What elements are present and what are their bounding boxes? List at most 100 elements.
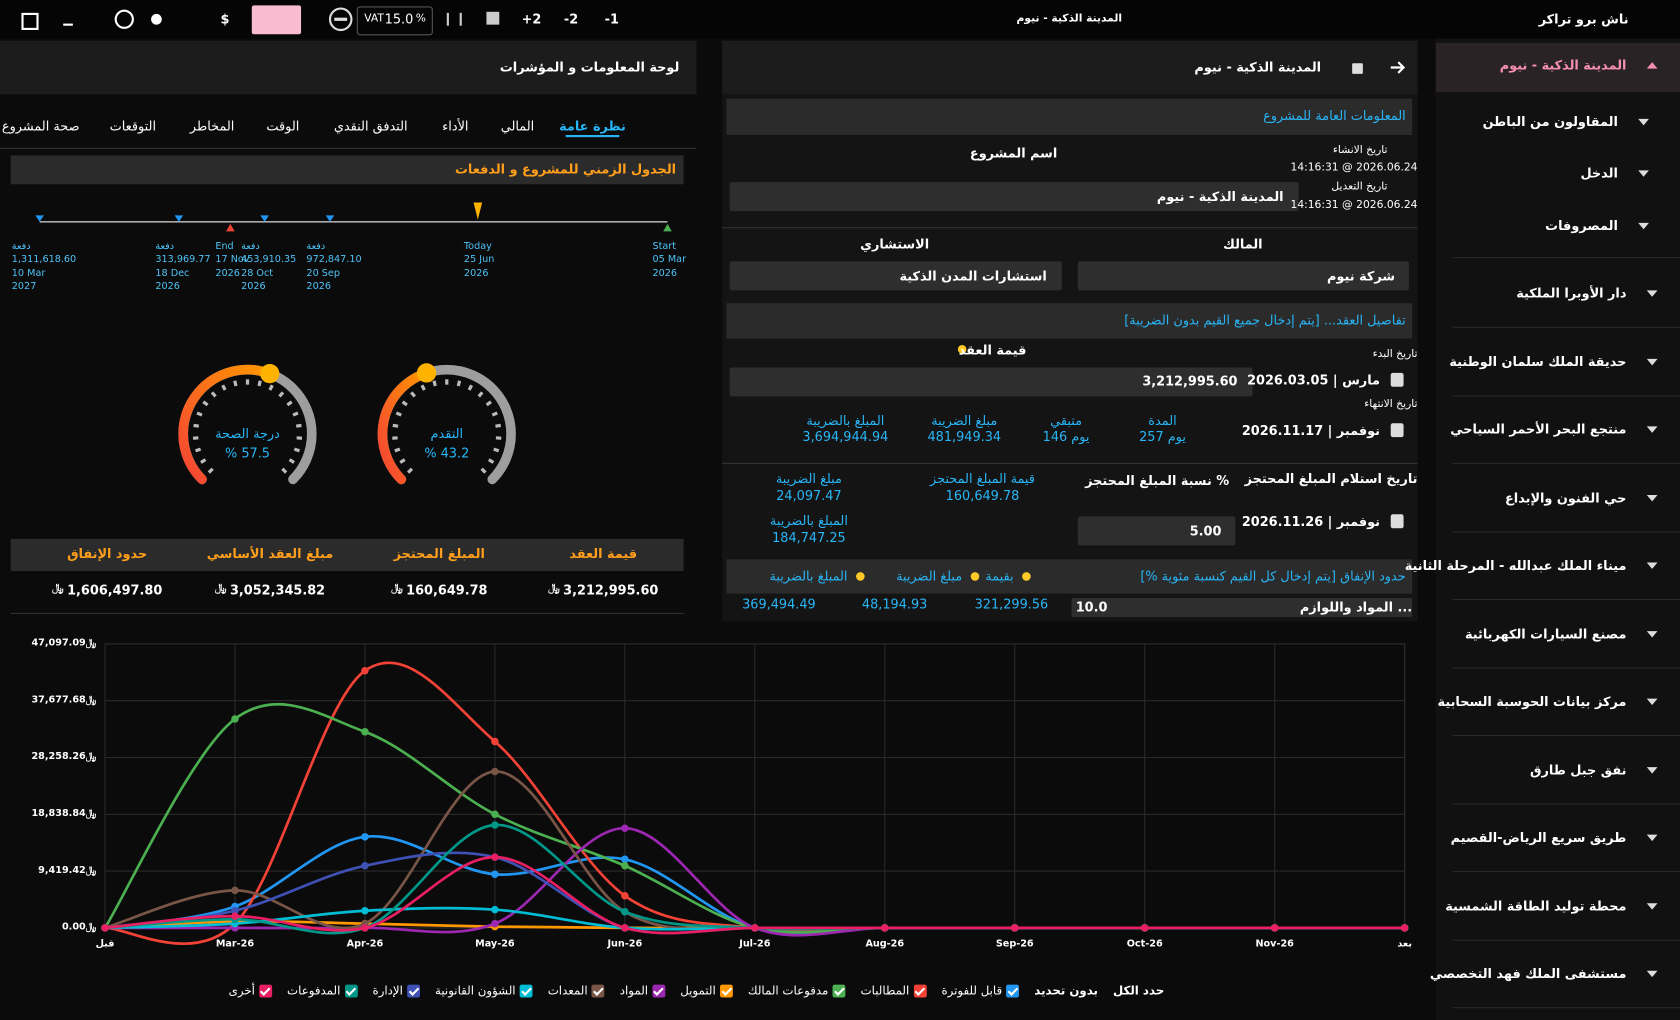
x-tick-label: Nov-26 [1255,939,1294,950]
table-header-cell: حدود الإنفاق [67,546,148,562]
timeline-text: 05 Mar [652,254,687,266]
table-cell: ﷼ 1,606,497.80 [52,583,162,598]
legend-label: المواد [619,983,649,998]
zoom-button: +2 [521,11,542,27]
stat-label: المبلغ بالضريبة [806,413,885,429]
timeline-text: 2027 [11,281,37,292]
sidebar-project: طريق سريع الرياض-القصيم [1450,830,1627,846]
legend-checkbox [344,984,358,997]
tab-indicator [565,135,620,138]
x-tick-label: Oct-26 [1126,939,1163,950]
stat-value: 481,949.34 [927,429,1002,445]
field-label: تاريخ البدء [1372,348,1418,361]
gauge-tick [292,411,299,417]
divider [1452,803,1680,805]
legend-item[interactable]: التمويل [680,984,733,998]
legend-item[interactable]: المواد [619,983,666,998]
payment-marker [35,215,44,222]
legend-item[interactable]: المعدات [548,984,605,998]
legend-item[interactable]: المطالبات [861,984,927,998]
x-tick-label: Mar-26 [215,939,255,950]
caret-icon [1646,494,1658,501]
legend-item[interactable]: المدفوعات [287,984,358,998]
legend-label: المطالبات [860,983,910,998]
gauge-tick [193,423,200,428]
divider [1452,1007,1680,1009]
tab: المالي [500,118,535,134]
input-value: المدينة الذكية - نيوم [1156,189,1284,205]
legend-item[interactable]: مدفوعات المالك [748,984,846,998]
input-field [729,367,1253,397]
panel-title: لوحة المعلومات و المؤشرات [499,59,680,75]
legend-control[interactable]: بدون تحديد [1034,983,1098,998]
timeline-text: 1,311,618.60 [11,254,77,266]
currency-sign: ﷼ [391,582,403,595]
gauge-tick [286,400,293,407]
back-arrow [1390,61,1406,74]
legend-checkbox [407,984,421,997]
series-point [491,810,499,819]
gauge-tick [480,467,487,474]
table-header [10,538,684,572]
sidebar-active-item: المدينة الذكية - نيوم [1499,57,1627,73]
gauge-tick [210,391,217,398]
series-point [231,906,239,915]
field-label: نسبة المبلغ المحتجز % [1085,473,1230,489]
input-field [1071,597,1413,618]
tab: صحة المشروع [1,118,80,134]
divider [1452,735,1680,737]
section-title: المعلومات العامة للمشروع [1263,108,1406,124]
input-value: شركة نيوم [1327,268,1396,284]
series-point [491,905,499,914]
timeline-text: 25 Jun [463,254,495,266]
legend-item[interactable]: الإدارة [373,984,421,998]
series-point [621,891,629,900]
table-header-cell: قيمة العقد [569,546,638,562]
caret-icon [1638,170,1649,177]
vat-label: VAT [364,12,384,25]
legend-item[interactable]: قابل للفوترة [941,984,1020,998]
y-tick-label: ﷼18,838.84 [31,808,97,820]
gauge-tick [278,391,285,398]
gauge-tick [257,380,262,387]
gauge-tick [456,380,462,387]
sidebar-project: حي الفنون والإبداع [1505,489,1627,505]
y-tick-label: ﷼0.00 [61,922,97,933]
series-point [491,853,499,861]
series-point [491,737,499,746]
tab: التوقعات [109,118,157,134]
currency-sign: ﷼ [214,582,227,595]
input-field [1077,516,1236,546]
gauge-tick [395,411,402,417]
calendar-icon [1390,514,1404,529]
app-name: ناش برو تراكر [1538,11,1629,27]
legend-item[interactable]: أخرى [229,984,273,998]
series-point [361,666,369,675]
timeline-text: دفعة [11,241,31,253]
series-point [1270,924,1279,932]
series-point [621,924,629,932]
y-tick-label: ﷼28,258.26 [31,751,97,763]
legend-item[interactable]: الشؤون القانونية [435,984,533,998]
gauge-tick [221,384,227,391]
gauge-label: درجة الصحة [215,426,280,442]
cell-value: 3,052,345.82 [229,582,326,598]
caret-icon [1646,766,1658,774]
cell-value: 1,606,497.80 [67,582,163,598]
row-pct: 10.0 [1075,599,1108,615]
gauge-tick [392,423,399,428]
field-label: قيمة العقد [958,342,1027,358]
legend-control[interactable]: حدد الكل [1112,983,1165,998]
stat-label: مبلغ الضريبة [931,413,998,429]
remove-icon [328,7,353,32]
gauge-tick [485,400,492,407]
caret-icon [1646,62,1658,69]
input-field [729,261,1062,291]
field-value: 14:16:31 @ 2026.06.24 [1290,161,1418,174]
stat-value: 24,097.47 [776,488,842,504]
series-point [361,728,369,736]
sidebar-project: مركز بيانات الحوسبة السحابية [1437,694,1627,710]
y-tick-label: ﷼37,677.68 [31,694,97,706]
